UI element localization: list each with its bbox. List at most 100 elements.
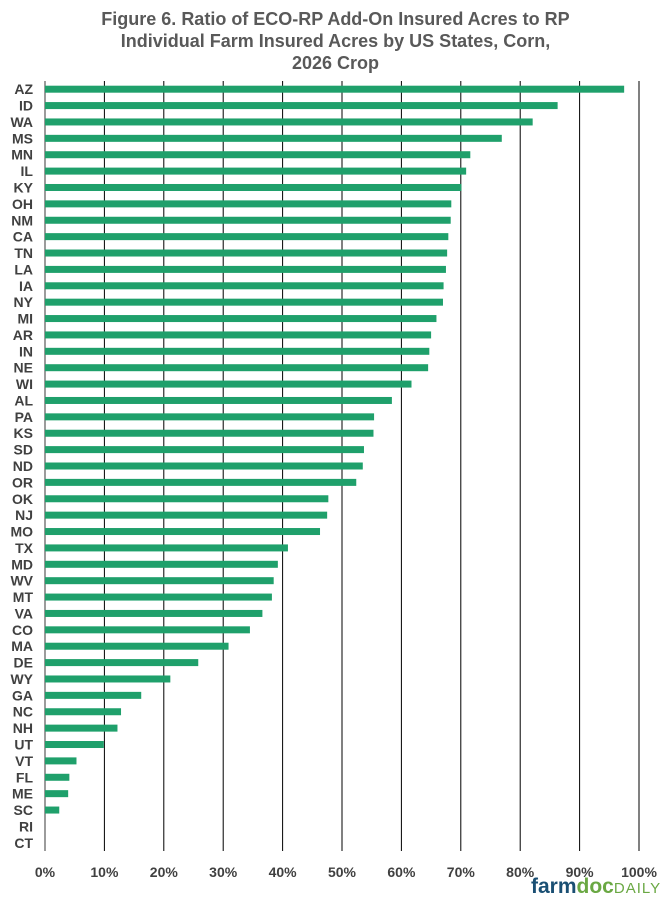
category-label: SD: [14, 442, 33, 458]
category-label: MA: [11, 638, 33, 654]
category-label: RI: [19, 818, 33, 834]
x-tick-label: 20%: [150, 864, 179, 880]
x-tick-label: 100%: [621, 864, 657, 880]
category-label: AL: [14, 392, 33, 408]
bar: [45, 642, 229, 650]
bar: [45, 724, 118, 732]
title-line-1: Figure 6. Ratio of ECO-RP Add-On Insured…: [101, 9, 570, 29]
category-label: WI: [16, 376, 33, 392]
category-label: IL: [21, 163, 34, 179]
bar: [45, 446, 364, 454]
bar: [45, 183, 462, 191]
bar: [45, 659, 199, 667]
x-tick-label: 80%: [506, 864, 535, 880]
bar: [45, 413, 375, 421]
bar: [45, 675, 171, 683]
category-label: TX: [15, 540, 34, 556]
category-label: LA: [14, 261, 33, 277]
x-tick-label: 0%: [35, 864, 56, 880]
category-label: DE: [14, 655, 33, 671]
category-label: WY: [10, 671, 33, 687]
bar: [45, 134, 502, 142]
bar: [45, 773, 70, 781]
bar: [45, 495, 329, 503]
category-label: MS: [12, 130, 33, 146]
category-label: PA: [15, 409, 33, 425]
category-label: NM: [11, 212, 33, 228]
category-label: KS: [14, 425, 33, 441]
category-label: IN: [19, 343, 33, 359]
bar: [45, 560, 278, 568]
category-label: MI: [17, 311, 33, 327]
bar: [45, 609, 263, 617]
category-label: MT: [13, 589, 34, 605]
x-tick-label: 90%: [566, 864, 595, 880]
bar: [45, 85, 625, 93]
category-label: UT: [14, 737, 33, 753]
bar: [45, 347, 430, 355]
logo-daily: DAILY: [613, 880, 662, 897]
bar: [45, 741, 104, 749]
category-label: GA: [12, 687, 33, 703]
bar: [45, 626, 250, 634]
bar: [45, 544, 288, 552]
bar: [45, 462, 363, 470]
bar: [45, 233, 449, 241]
x-tick-label: 30%: [209, 864, 238, 880]
category-label: ND: [13, 458, 33, 474]
bar: [45, 200, 452, 208]
category-label: TN: [14, 245, 33, 261]
category-label: MO: [10, 524, 33, 540]
category-label: NC: [13, 704, 33, 720]
bar: [45, 282, 444, 290]
bar: [45, 478, 357, 486]
category-label: MN: [11, 147, 33, 163]
x-tick-label: 10%: [90, 864, 119, 880]
category-label: VA: [15, 605, 33, 621]
category-label: OR: [12, 474, 33, 490]
chart-title: Figure 6. Ratio of ECO-RP Add-On Insured…: [0, 8, 671, 74]
bar: [45, 331, 432, 339]
category-label: AZ: [14, 81, 33, 97]
category-label: CT: [14, 835, 33, 851]
category-label: CO: [12, 622, 33, 638]
x-tick-label: 70%: [447, 864, 476, 880]
bar: [45, 102, 558, 110]
bar: [45, 315, 437, 323]
bar: [45, 249, 448, 257]
category-labels: AZIDWAMSMNILKYOHNMCATNLAIANYMIARINNEWIAL…: [10, 81, 33, 851]
bar: [45, 577, 274, 585]
bar: [45, 691, 142, 699]
bar: [45, 429, 374, 437]
bar: [45, 528, 321, 536]
bar: [45, 396, 392, 404]
farmdoc-daily-logo: farmdocDAILY: [531, 876, 661, 900]
bar: [45, 593, 272, 601]
category-label: ME: [12, 786, 33, 802]
bar: [45, 364, 429, 372]
x-tick-label: 40%: [269, 864, 298, 880]
category-label: SC: [14, 802, 33, 818]
bar: [45, 216, 451, 224]
category-label: OH: [12, 196, 33, 212]
logo-doc: doc: [576, 875, 614, 898]
bar: [45, 708, 122, 716]
bar: [45, 265, 446, 273]
bars: [45, 85, 625, 814]
x-tick-label: 50%: [328, 864, 357, 880]
category-label: IA: [19, 278, 33, 294]
bar: [45, 151, 471, 159]
category-label: NH: [13, 720, 33, 736]
category-label: NJ: [15, 507, 33, 523]
bar: [45, 167, 467, 175]
category-label: MD: [11, 556, 33, 572]
x-axis-ticks: 0% 10% 20% 30% 40% 50% 60% 70% 80% 90% 100%: [35, 864, 658, 880]
category-label: WA: [10, 114, 33, 130]
bar: [45, 511, 328, 519]
bar: [45, 790, 69, 798]
category-label: KY: [14, 179, 34, 195]
bar: [45, 380, 412, 388]
title-line-2: Individual Farm Insured Acres by US Stat…: [120, 31, 551, 51]
bar: [45, 757, 77, 765]
